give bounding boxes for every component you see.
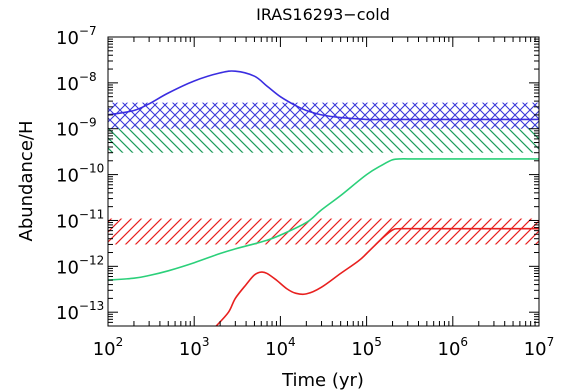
x-tick-label: 105 — [351, 335, 382, 360]
x-axis: 102 103 104 105 106 107 — [93, 37, 555, 360]
y-axis: 10−13 10−12 10−11 10−10 10−9 10−8 10−7 — [56, 24, 539, 327]
y-axis-label: Abundance/H — [16, 121, 37, 242]
series-line-1 — [108, 158, 539, 281]
y-tick-label: 10−9 — [56, 116, 97, 141]
band-2 — [108, 218, 539, 245]
x-tick-label: 103 — [179, 335, 210, 360]
x-tick-label: 104 — [265, 335, 296, 360]
series-line-2 — [215, 227, 539, 326]
y-tick-label: 10−11 — [56, 207, 104, 232]
band-0 — [108, 125, 539, 153]
x-tick-label: 102 — [93, 335, 124, 360]
y-tick-label: 10−12 — [56, 253, 104, 278]
y-tick-label: 10−8 — [56, 70, 97, 95]
y-tick-label: 10−13 — [56, 299, 104, 324]
chart-title: IRAS16293−cold — [256, 5, 390, 24]
bands — [108, 102, 539, 245]
x-tick-label: 107 — [524, 335, 555, 360]
plot-frame — [107, 36, 540, 327]
y-tick-label: 10−10 — [56, 162, 104, 187]
x-tick-label: 106 — [438, 335, 469, 360]
series-line-0 — [108, 70, 539, 121]
series — [108, 70, 539, 326]
x-axis-label: Time (yr) — [281, 370, 364, 391]
y-tick-label: 10−7 — [56, 24, 97, 49]
